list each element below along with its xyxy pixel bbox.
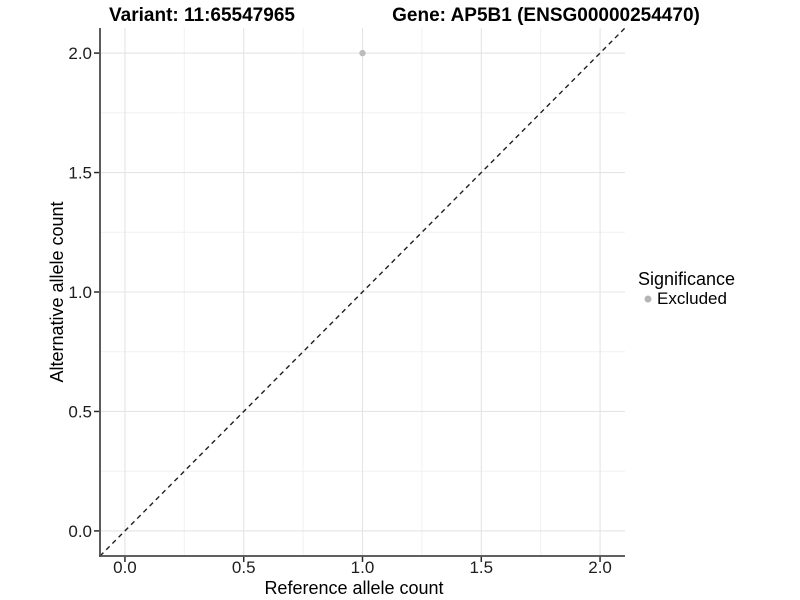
identity-line bbox=[99, 27, 626, 557]
y-tick-label: 1.5 bbox=[68, 164, 92, 183]
y-axis-title: Alternative allele count bbox=[47, 201, 67, 382]
axis-lines bbox=[99, 28, 625, 557]
x-tick-label: 0.5 bbox=[232, 558, 256, 577]
variant-title: Variant: 11:65547965 bbox=[109, 5, 295, 26]
x-axis-title: Reference allele count bbox=[264, 578, 443, 598]
y-tick-label: 0.5 bbox=[68, 402, 92, 421]
legend-marker-icon bbox=[644, 295, 652, 303]
x-tick-label: 1.5 bbox=[469, 558, 493, 577]
x-axis-tick-labels: 0.0 0.5 1.0 1.5 2.0 bbox=[113, 558, 612, 577]
y-axis-ticks bbox=[94, 52, 100, 532]
data-points-layer bbox=[359, 49, 366, 57]
y-axis-tick-labels: 0.0 0.5 1.0 1.5 2.0 bbox=[68, 44, 92, 541]
y-tick-label: 1.0 bbox=[68, 283, 92, 302]
x-axis-ticks bbox=[124, 556, 601, 562]
x-tick-label: 0.0 bbox=[113, 558, 137, 577]
legend: Significance Excluded bbox=[638, 269, 735, 308]
gene-title: Gene: AP5B1 (ENSG00000254470) bbox=[392, 5, 700, 26]
legend-entry-excluded: Excluded bbox=[644, 289, 727, 308]
x-tick-label: 2.0 bbox=[588, 558, 612, 577]
x-tick-label: 1.0 bbox=[351, 558, 375, 577]
data-point bbox=[359, 49, 366, 57]
y-tick-label: 2.0 bbox=[68, 44, 92, 63]
y-tick-label: 0.0 bbox=[68, 522, 92, 541]
legend-entry-label: Excluded bbox=[657, 289, 727, 308]
identity-line-layer bbox=[99, 27, 626, 557]
legend-title: Significance bbox=[638, 269, 735, 289]
